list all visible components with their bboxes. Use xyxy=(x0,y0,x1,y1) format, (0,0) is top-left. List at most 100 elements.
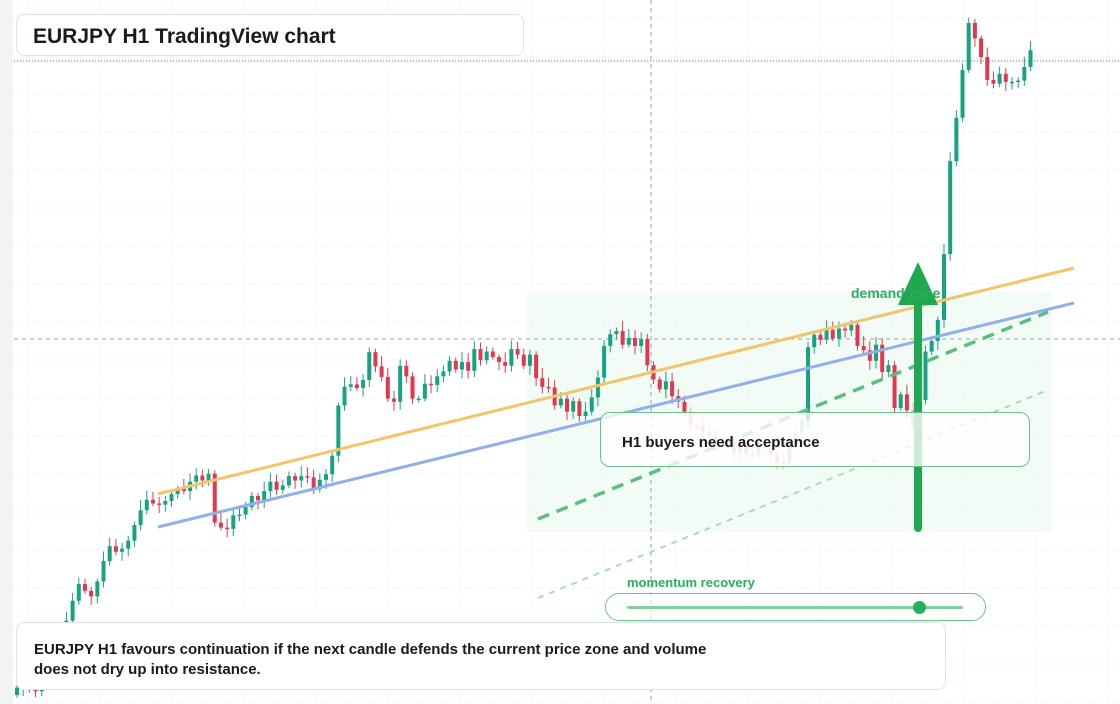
candle-bullish xyxy=(626,337,631,345)
candle-bearish xyxy=(354,384,359,389)
candle-bullish xyxy=(367,352,372,381)
momentum-knob[interactable] xyxy=(912,601,926,614)
candle-bullish xyxy=(70,600,75,621)
candle-bearish xyxy=(991,79,996,84)
candle-bearish xyxy=(274,481,279,490)
candle-bullish xyxy=(268,481,273,492)
caption-text: EURJPY H1 favours continuation if the ne… xyxy=(34,641,707,678)
candle-bullish xyxy=(262,491,267,501)
candle-bullish xyxy=(435,376,440,385)
candle-bearish xyxy=(565,398,570,412)
candle-bullish xyxy=(422,383,427,399)
candle-bullish xyxy=(527,354,532,366)
candle-bullish xyxy=(806,347,811,421)
candle-bearish xyxy=(577,401,582,416)
candle-bullish xyxy=(416,398,421,401)
candle-bullish xyxy=(898,394,903,408)
candle-bullish xyxy=(836,328,841,339)
candle-bullish xyxy=(639,339,644,346)
candle-bearish xyxy=(546,386,551,389)
candle-bearish xyxy=(379,366,384,377)
candle-bullish xyxy=(571,401,576,412)
channel-dashed-upper[interactable] xyxy=(537,310,1049,521)
candle-bullish xyxy=(954,117,959,162)
candle-bearish xyxy=(497,357,502,363)
candle-bearish xyxy=(540,378,545,387)
candle-bullish xyxy=(398,365,403,402)
candle-bullish xyxy=(935,319,940,341)
candle-bearish xyxy=(521,354,526,366)
candle-bullish xyxy=(602,345,607,378)
candle-bullish xyxy=(330,455,335,475)
candle-bullish xyxy=(459,362,464,370)
candle-bearish xyxy=(113,546,118,552)
candle-bullish xyxy=(286,476,291,486)
candle-bearish xyxy=(218,522,223,528)
momentum-slider[interactable] xyxy=(605,593,986,621)
candle-bearish xyxy=(515,349,520,355)
candle-bullish xyxy=(243,507,248,515)
candle-bearish xyxy=(979,38,984,58)
candle-bullish xyxy=(589,397,594,412)
candle-bullish xyxy=(126,540,131,549)
candle-bearish xyxy=(181,488,186,492)
candle-bearish xyxy=(453,360,458,370)
price-scale-strip xyxy=(0,0,13,704)
candle-bullish xyxy=(107,546,112,562)
candle-bearish xyxy=(985,57,990,80)
candle-bearish xyxy=(311,477,316,490)
title-panel: EURJPY H1 TradingView chart xyxy=(16,14,524,56)
candle-bullish xyxy=(237,514,242,517)
candle-bullish xyxy=(929,340,934,352)
candle-bullish xyxy=(614,331,619,335)
candle-bullish xyxy=(966,22,971,71)
candle-bearish xyxy=(404,365,409,377)
candle-bullish xyxy=(120,548,125,552)
momentum-label: momentum recovery xyxy=(627,575,755,590)
candle-bullish xyxy=(138,510,143,526)
candle-bullish xyxy=(299,476,304,481)
candle-bearish xyxy=(373,352,378,367)
candle-bullish xyxy=(1016,80,1021,83)
candle-bullish xyxy=(663,381,668,390)
candle-bullish xyxy=(163,500,168,505)
candle-bearish xyxy=(293,476,298,481)
candle-bullish xyxy=(249,495,254,508)
candle-bullish xyxy=(960,70,965,118)
candle-bearish xyxy=(82,584,87,591)
candle-bearish xyxy=(972,22,977,39)
candle-bullish xyxy=(997,73,1002,84)
candle-bullish xyxy=(175,488,180,495)
candle-bullish xyxy=(942,254,946,320)
candle-bearish xyxy=(904,394,909,411)
callout-box: H1 buyers need acceptance xyxy=(600,412,1030,467)
candle-bullish xyxy=(472,349,477,371)
candle-bullish xyxy=(484,351,489,361)
candle-bullish xyxy=(447,360,452,372)
candle-bullish xyxy=(558,398,563,406)
candle-bullish xyxy=(144,499,149,511)
candle-bullish xyxy=(608,334,613,346)
callout-text: H1 buyers need acceptance xyxy=(622,434,820,451)
candle-bearish xyxy=(89,590,94,597)
demand-zone-label: demand zone xyxy=(851,285,941,301)
candle-bullish xyxy=(886,365,891,372)
candle-bullish xyxy=(336,405,341,456)
candle-bullish xyxy=(95,581,100,597)
candle-bullish xyxy=(1028,50,1033,67)
candle-bullish xyxy=(1022,66,1027,81)
candle-bullish xyxy=(595,377,600,398)
candle-bearish xyxy=(620,331,625,345)
chart-title: EURJPY H1 TradingView chart xyxy=(33,25,336,48)
candle-bearish xyxy=(892,365,897,408)
candle-bullish xyxy=(812,334,817,348)
candle-bearish xyxy=(385,376,390,399)
candle-bearish xyxy=(843,328,848,331)
candle-bullish xyxy=(849,324,854,331)
candle-bullish xyxy=(132,525,137,541)
candle-bullish xyxy=(317,479,322,490)
candle-bullish xyxy=(824,329,829,340)
candle-bearish xyxy=(534,354,539,379)
candle-bullish xyxy=(15,687,19,695)
candle-bullish xyxy=(169,494,174,501)
